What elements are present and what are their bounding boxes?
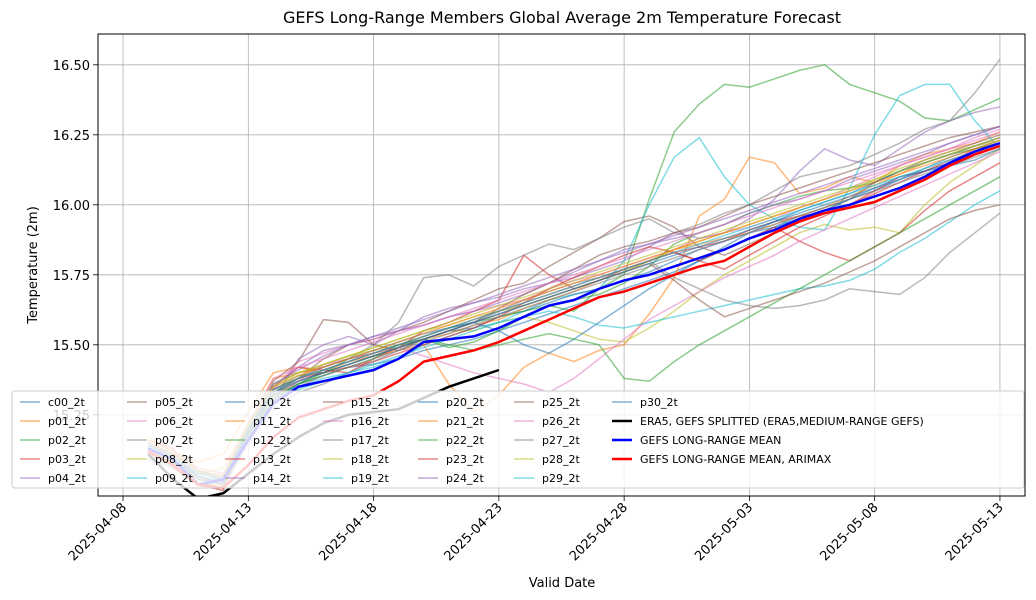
x-tick-label: 2025-04-18: [316, 500, 380, 564]
legend-label: p16_2t: [351, 415, 389, 428]
legend-label: p14_2t: [253, 472, 291, 485]
legend-label: ERA5, GEFS SPLITTED (ERA5,MEDIUM-RANGE G…: [640, 415, 924, 428]
plot-frame: [97, 33, 1026, 497]
legend-label: p22_2t: [446, 434, 484, 447]
x-tick-label: 2025-04-28: [567, 500, 631, 564]
x-tick-label: 2025-04-23: [442, 500, 506, 564]
y-axis-title: Temperature (2m): [26, 206, 41, 325]
series-line-p26_2t: [147, 131, 1001, 475]
legend-label: p09_2t: [155, 472, 193, 485]
y-tick-label: 15.75: [53, 269, 90, 284]
legend-label: p19_2t: [351, 472, 389, 485]
y-tick-label: 16.50: [53, 59, 90, 74]
x-tick-label: 2025-04-08: [66, 500, 130, 564]
legend-label: p23_2t: [446, 453, 484, 466]
legend-label: p07_2t: [155, 434, 193, 447]
chart-title: GEFS Long-Range Members Global Average 2…: [283, 8, 841, 27]
legend-label: c00_2t: [48, 396, 86, 409]
legend-label: p08_2t: [155, 453, 193, 466]
legend-label: p26_2t: [542, 415, 580, 428]
legend: c00_2t p01_2t p02_2t p03_2t p04_2t p05_2t p06_…: [11, 390, 1025, 489]
legend-label: p18_2t: [351, 453, 389, 466]
legend-label: p06_2t: [155, 415, 193, 428]
legend-label: p03_2t: [48, 453, 86, 466]
legend-label: p21_2t: [446, 415, 484, 428]
member-series-group: [147, 58, 1001, 492]
series-line-p21_2t: [147, 139, 1001, 481]
legend-label: p28_2t: [542, 453, 580, 466]
legend-label: p20_2t: [446, 396, 484, 409]
series-line-p02_2t: [147, 63, 1001, 486]
legend-label: p30_2t: [640, 396, 678, 409]
legend-label: p25_2t: [542, 396, 580, 409]
series-line-p22_2t: [147, 176, 1001, 486]
legend-label: p17_2t: [351, 434, 389, 447]
legend-label: p15_2t: [351, 396, 389, 409]
series-line-p10_2t: [147, 148, 1001, 486]
legend-label: p04_2t: [48, 472, 86, 485]
series-line-p30_2t: [147, 145, 1001, 483]
x-tick-label: 2025-05-03: [692, 500, 756, 564]
legend-label: p10_2t: [253, 396, 291, 409]
series-line-p14_2t: [147, 125, 1001, 486]
legend-label: p29_2t: [542, 472, 580, 485]
x-axis-title: Valid Date: [529, 576, 596, 591]
series-line-p16_2t: [147, 150, 1001, 486]
legend-label: p27_2t: [542, 434, 580, 447]
x-tick-label: 2025-05-13: [943, 500, 1007, 564]
y-tick-label: 16.25: [53, 129, 90, 144]
series-line-p28_2t: [147, 136, 1001, 478]
legend-label: p24_2t: [446, 472, 484, 485]
x-tick-label: 2025-04-13: [191, 500, 255, 564]
series-line-p29_2t: [147, 142, 1001, 481]
legend-label: GEFS LONG-RANGE MEAN, ARIMAX: [640, 453, 832, 466]
legend-label: p05_2t: [155, 396, 193, 409]
y-tick-label: 15.50: [53, 339, 90, 354]
legend-label: GEFS LONG-RANGE MEAN: [640, 434, 781, 447]
legend-label: p12_2t: [253, 434, 291, 447]
series-line-p24_2t: [147, 125, 1001, 481]
legend-label: p13_2t: [253, 453, 291, 466]
y-tick-label: 16.00: [53, 199, 90, 214]
legend-label: p11_2t: [253, 415, 291, 428]
x-tick-label: 2025-05-08: [817, 500, 881, 564]
legend-label: p02_2t: [48, 434, 86, 447]
legend-label: p01_2t: [48, 415, 86, 428]
